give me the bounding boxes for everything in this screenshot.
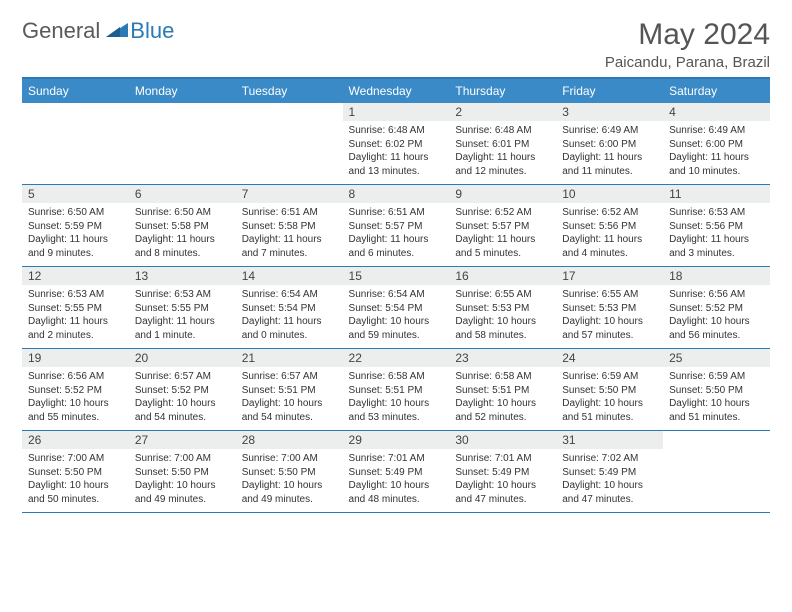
logo-text-general: General <box>22 18 100 44</box>
calendar-table: Sunday Monday Tuesday Wednesday Thursday… <box>22 77 770 513</box>
day-number: 22 <box>343 349 450 368</box>
day-number: 10 <box>556 185 663 204</box>
day-detail: Sunrise: 6:55 AMSunset: 5:53 PMDaylight:… <box>449 285 556 349</box>
day-number: 7 <box>236 185 343 204</box>
logo: General Blue <box>22 18 174 44</box>
day-number: 6 <box>129 185 236 204</box>
day-detail: Sunrise: 6:57 AMSunset: 5:52 PMDaylight:… <box>129 367 236 431</box>
day-number: 2 <box>449 103 556 121</box>
day-detail: Sunrise: 7:01 AMSunset: 5:49 PMDaylight:… <box>449 449 556 513</box>
day-number: 21 <box>236 349 343 368</box>
day-detail: Sunrise: 6:55 AMSunset: 5:53 PMDaylight:… <box>556 285 663 349</box>
detail-row: Sunrise: 6:56 AMSunset: 5:52 PMDaylight:… <box>22 367 770 431</box>
day-detail: Sunrise: 6:52 AMSunset: 5:56 PMDaylight:… <box>556 203 663 267</box>
day-number: 16 <box>449 267 556 286</box>
day-detail: Sunrise: 6:48 AMSunset: 6:01 PMDaylight:… <box>449 121 556 185</box>
day-detail <box>236 121 343 185</box>
col-thursday: Thursday <box>449 78 556 103</box>
day-detail: Sunrise: 6:59 AMSunset: 5:50 PMDaylight:… <box>663 367 770 431</box>
day-detail: Sunrise: 6:48 AMSunset: 6:02 PMDaylight:… <box>343 121 450 185</box>
col-monday: Monday <box>129 78 236 103</box>
col-tuesday: Tuesday <box>236 78 343 103</box>
day-number: 17 <box>556 267 663 286</box>
day-detail: Sunrise: 6:53 AMSunset: 5:55 PMDaylight:… <box>129 285 236 349</box>
detail-row: Sunrise: 6:53 AMSunset: 5:55 PMDaylight:… <box>22 285 770 349</box>
day-detail: Sunrise: 6:56 AMSunset: 5:52 PMDaylight:… <box>663 285 770 349</box>
day-detail: Sunrise: 6:53 AMSunset: 5:55 PMDaylight:… <box>22 285 129 349</box>
col-sunday: Sunday <box>22 78 129 103</box>
day-detail: Sunrise: 6:49 AMSunset: 6:00 PMDaylight:… <box>663 121 770 185</box>
day-number: 15 <box>343 267 450 286</box>
day-number: 31 <box>556 431 663 450</box>
day-detail: Sunrise: 6:56 AMSunset: 5:52 PMDaylight:… <box>22 367 129 431</box>
day-detail: Sunrise: 6:58 AMSunset: 5:51 PMDaylight:… <box>343 367 450 431</box>
day-detail: Sunrise: 6:51 AMSunset: 5:57 PMDaylight:… <box>343 203 450 267</box>
day-detail <box>663 449 770 513</box>
day-number: 12 <box>22 267 129 286</box>
day-number: 25 <box>663 349 770 368</box>
day-detail: Sunrise: 6:59 AMSunset: 5:50 PMDaylight:… <box>556 367 663 431</box>
day-number: 23 <box>449 349 556 368</box>
day-number: 30 <box>449 431 556 450</box>
col-saturday: Saturday <box>663 78 770 103</box>
calendar-body: 1234 Sunrise: 6:48 AMSunset: 6:02 PMDayl… <box>22 103 770 513</box>
day-detail: Sunrise: 6:50 AMSunset: 5:58 PMDaylight:… <box>129 203 236 267</box>
day-number: 24 <box>556 349 663 368</box>
title-block: May 2024 Paicandu, Parana, Brazil <box>605 18 770 71</box>
day-number: 5 <box>22 185 129 204</box>
col-friday: Friday <box>556 78 663 103</box>
day-number: 18 <box>663 267 770 286</box>
day-number <box>22 103 129 121</box>
day-number: 1 <box>343 103 450 121</box>
month-title: May 2024 <box>605 18 770 52</box>
day-header-row: Sunday Monday Tuesday Wednesday Thursday… <box>22 78 770 103</box>
detail-row: Sunrise: 7:00 AMSunset: 5:50 PMDaylight:… <box>22 449 770 513</box>
day-detail: Sunrise: 6:54 AMSunset: 5:54 PMDaylight:… <box>343 285 450 349</box>
col-wednesday: Wednesday <box>343 78 450 103</box>
day-number: 14 <box>236 267 343 286</box>
day-detail: Sunrise: 6:52 AMSunset: 5:57 PMDaylight:… <box>449 203 556 267</box>
day-number: 4 <box>663 103 770 121</box>
day-number: 13 <box>129 267 236 286</box>
daynum-row: 1234 <box>22 103 770 121</box>
day-detail: Sunrise: 6:58 AMSunset: 5:51 PMDaylight:… <box>449 367 556 431</box>
day-number: 9 <box>449 185 556 204</box>
day-detail <box>22 121 129 185</box>
day-number: 19 <box>22 349 129 368</box>
day-detail: Sunrise: 7:01 AMSunset: 5:49 PMDaylight:… <box>343 449 450 513</box>
daynum-row: 567891011 <box>22 185 770 204</box>
day-detail: Sunrise: 6:49 AMSunset: 6:00 PMDaylight:… <box>556 121 663 185</box>
day-detail: Sunrise: 7:00 AMSunset: 5:50 PMDaylight:… <box>22 449 129 513</box>
day-number: 3 <box>556 103 663 121</box>
day-number <box>663 431 770 450</box>
daynum-row: 12131415161718 <box>22 267 770 286</box>
day-number: 26 <box>22 431 129 450</box>
daynum-row: 19202122232425 <box>22 349 770 368</box>
day-detail: Sunrise: 7:00 AMSunset: 5:50 PMDaylight:… <box>129 449 236 513</box>
location: Paicandu, Parana, Brazil <box>605 54 770 71</box>
day-detail: Sunrise: 7:00 AMSunset: 5:50 PMDaylight:… <box>236 449 343 513</box>
day-number: 8 <box>343 185 450 204</box>
day-number: 11 <box>663 185 770 204</box>
day-detail: Sunrise: 6:53 AMSunset: 5:56 PMDaylight:… <box>663 203 770 267</box>
day-detail: Sunrise: 6:57 AMSunset: 5:51 PMDaylight:… <box>236 367 343 431</box>
detail-row: Sunrise: 6:50 AMSunset: 5:59 PMDaylight:… <box>22 203 770 267</box>
day-detail <box>129 121 236 185</box>
day-number: 29 <box>343 431 450 450</box>
day-number <box>236 103 343 121</box>
day-number: 27 <box>129 431 236 450</box>
day-detail: Sunrise: 6:54 AMSunset: 5:54 PMDaylight:… <box>236 285 343 349</box>
daynum-row: 262728293031 <box>22 431 770 450</box>
day-detail: Sunrise: 6:51 AMSunset: 5:58 PMDaylight:… <box>236 203 343 267</box>
logo-text-blue: Blue <box>130 18 174 44</box>
detail-row: Sunrise: 6:48 AMSunset: 6:02 PMDaylight:… <box>22 121 770 185</box>
day-number: 28 <box>236 431 343 450</box>
header: General Blue May 2024 Paicandu, Parana, … <box>22 18 770 71</box>
day-detail: Sunrise: 6:50 AMSunset: 5:59 PMDaylight:… <box>22 203 129 267</box>
day-detail: Sunrise: 7:02 AMSunset: 5:49 PMDaylight:… <box>556 449 663 513</box>
day-number: 20 <box>129 349 236 368</box>
logo-triangle-icon <box>106 21 128 42</box>
day-number <box>129 103 236 121</box>
